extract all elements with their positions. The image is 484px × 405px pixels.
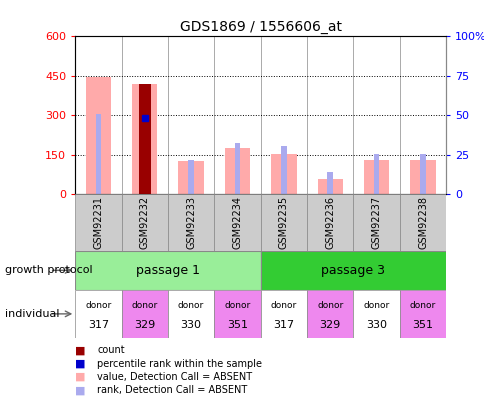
Bar [306, 194, 353, 251]
Bar [234, 143, 240, 194]
Bar [260, 251, 445, 290]
Text: 317: 317 [88, 320, 109, 330]
Text: 329: 329 [319, 320, 340, 330]
Text: GSM92236: GSM92236 [325, 196, 334, 249]
Text: donor: donor [270, 301, 296, 310]
Bar [224, 148, 250, 194]
Text: count: count [97, 345, 124, 355]
Bar [121, 194, 167, 251]
Bar [167, 194, 214, 251]
Bar [306, 290, 353, 338]
Bar [142, 118, 147, 194]
Text: donor: donor [409, 301, 435, 310]
Text: donor: donor [178, 301, 204, 310]
Bar [353, 194, 399, 251]
Bar [214, 290, 260, 338]
Text: GSM92237: GSM92237 [371, 196, 381, 249]
Text: ■: ■ [75, 345, 86, 355]
Bar [132, 84, 157, 194]
Text: ■: ■ [75, 372, 86, 382]
Bar [95, 114, 101, 194]
Text: GSM92231: GSM92231 [93, 196, 103, 249]
Bar [121, 290, 167, 338]
Text: ■: ■ [75, 359, 86, 369]
Bar [188, 160, 194, 194]
Text: donor: donor [363, 301, 389, 310]
Text: donor: donor [85, 301, 111, 310]
Text: donor: donor [317, 301, 343, 310]
Text: donor: donor [131, 301, 157, 310]
Bar [281, 146, 286, 194]
Bar [327, 172, 333, 194]
Text: 317: 317 [273, 320, 294, 330]
Text: 330: 330 [180, 320, 201, 330]
Text: percentile rank within the sample: percentile rank within the sample [97, 359, 261, 369]
Bar [419, 153, 425, 194]
Text: value, Detection Call = ABSENT: value, Detection Call = ABSENT [97, 372, 252, 382]
Text: passage 3: passage 3 [321, 264, 385, 277]
Bar [138, 84, 150, 194]
Bar [75, 251, 260, 290]
Text: GSM92238: GSM92238 [417, 196, 427, 249]
Bar [317, 179, 342, 194]
Bar [409, 160, 435, 194]
Text: rank, Detection Call = ABSENT: rank, Detection Call = ABSENT [97, 386, 247, 395]
Text: GSM92233: GSM92233 [186, 196, 196, 249]
Text: 329: 329 [134, 320, 155, 330]
Bar [271, 153, 296, 194]
Text: GSM92232: GSM92232 [139, 196, 150, 249]
Text: 351: 351 [227, 320, 247, 330]
Bar [167, 290, 214, 338]
Text: donor: donor [224, 301, 250, 310]
Bar [353, 290, 399, 338]
Text: growth protocol: growth protocol [5, 265, 92, 275]
Text: 351: 351 [412, 320, 433, 330]
Title: GDS1869 / 1556606_at: GDS1869 / 1556606_at [179, 20, 341, 34]
Bar [363, 160, 389, 194]
Bar [373, 153, 378, 194]
Bar [178, 162, 203, 194]
Text: ■: ■ [75, 386, 86, 395]
Text: 330: 330 [365, 320, 386, 330]
Text: passage 1: passage 1 [136, 264, 199, 277]
Bar [260, 290, 306, 338]
Bar [399, 194, 445, 251]
Text: GSM92234: GSM92234 [232, 196, 242, 249]
Text: GSM92235: GSM92235 [278, 196, 288, 249]
Bar [399, 290, 445, 338]
Bar [75, 194, 121, 251]
Bar [260, 194, 306, 251]
Bar [214, 194, 260, 251]
Bar [75, 290, 121, 338]
Bar [86, 77, 111, 194]
Text: individual: individual [5, 309, 59, 319]
